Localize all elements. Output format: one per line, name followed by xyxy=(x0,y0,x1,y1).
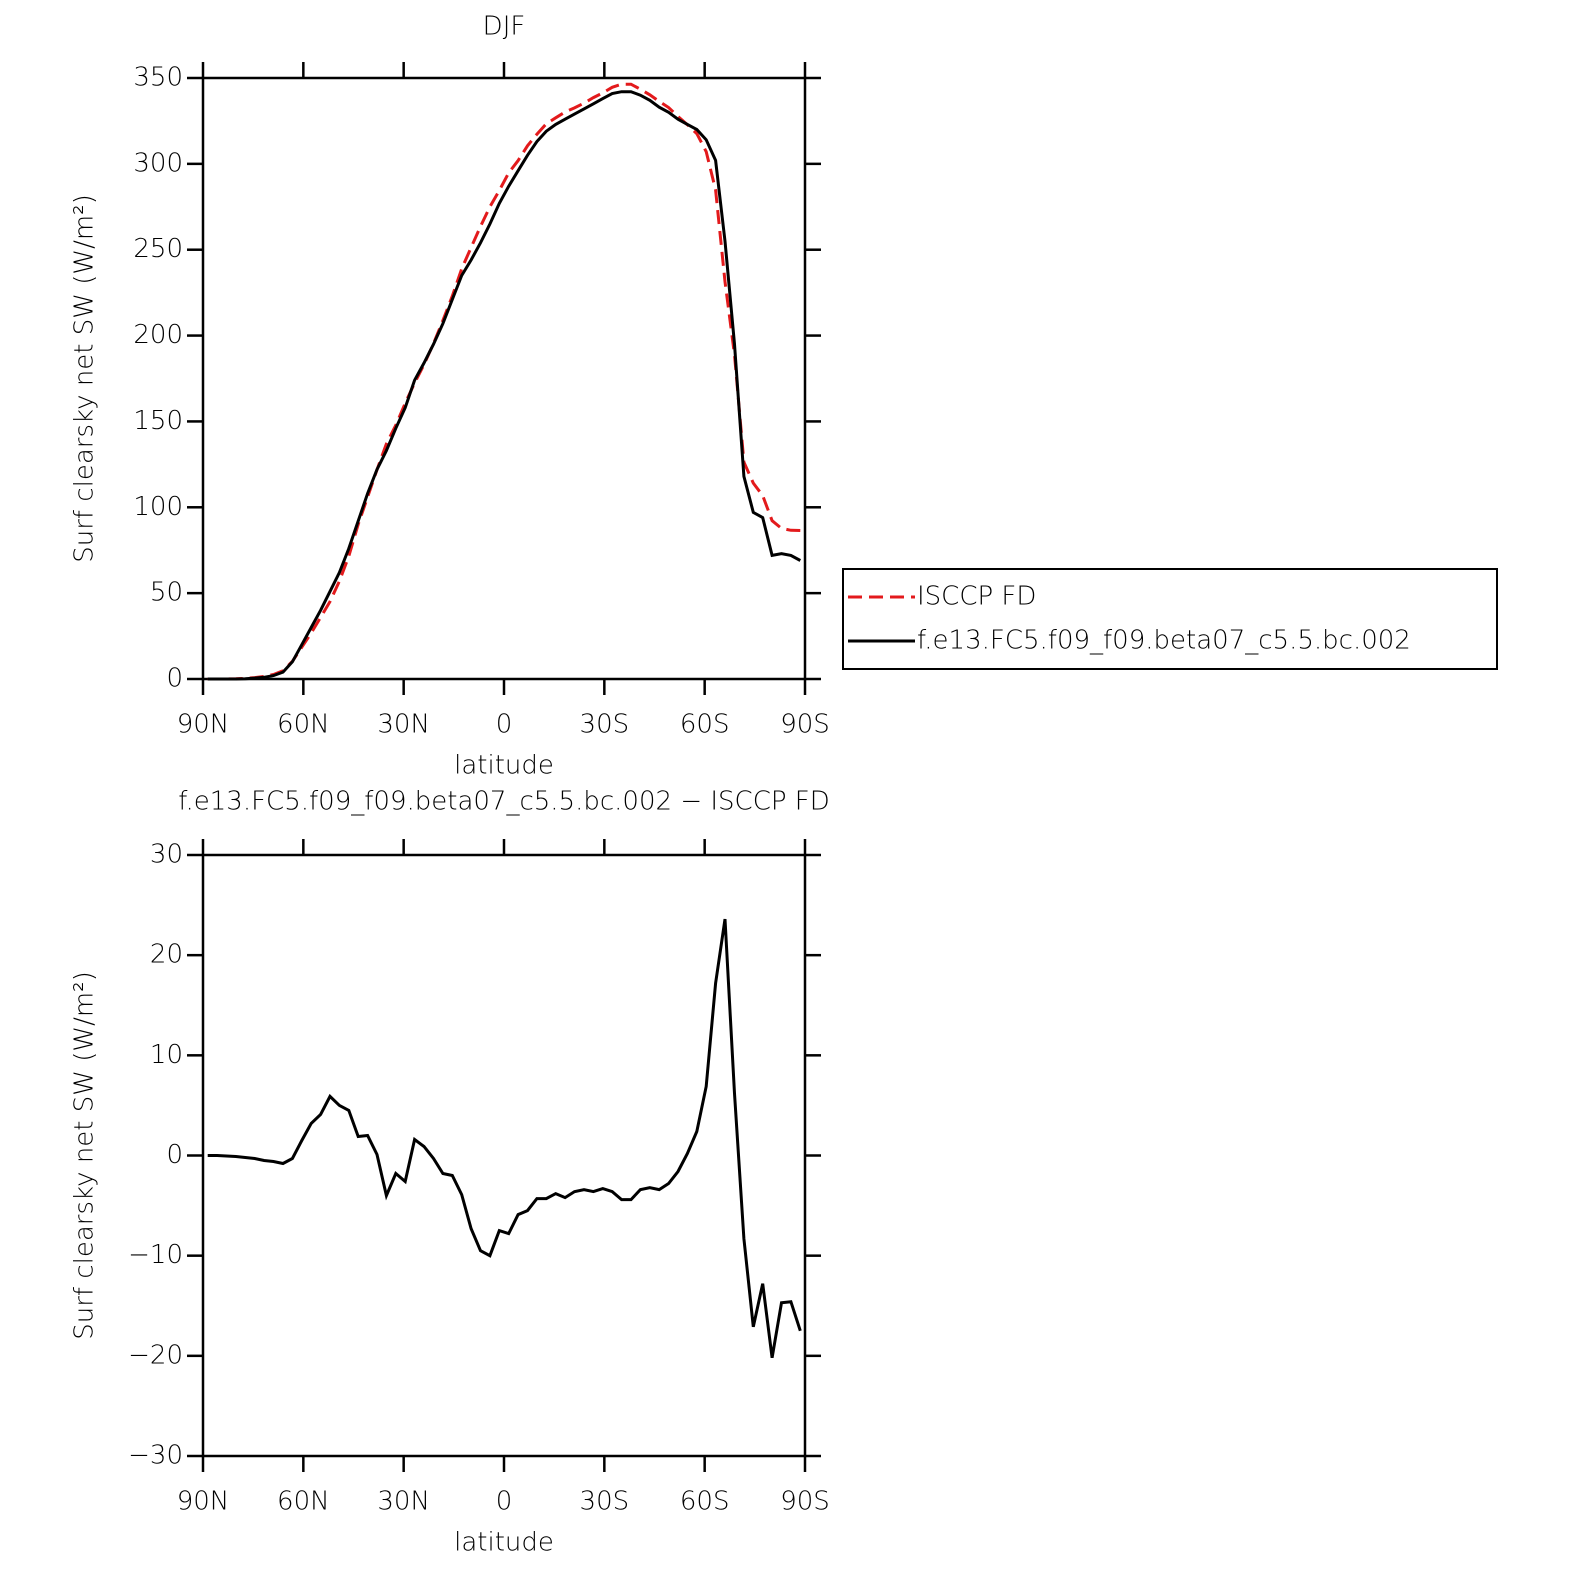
x-tick-label: 30S xyxy=(580,710,630,740)
y-tick-label: 0 xyxy=(166,1140,183,1170)
y-tick-label: −20 xyxy=(128,1340,183,1370)
x-tick-label: 30N xyxy=(377,710,430,740)
x-tick-label: 0 xyxy=(496,710,513,740)
plot-frame xyxy=(201,76,807,681)
x-axis-label: latitude xyxy=(454,1528,554,1558)
x-axis-label: latitude xyxy=(454,751,554,781)
y-tick-label: 10 xyxy=(150,1040,183,1070)
y-tick-label: 150 xyxy=(133,406,183,436)
y-tick-label: −30 xyxy=(128,1441,183,1471)
x-tick-label: 30N xyxy=(377,1487,430,1517)
y-tick-label: 100 xyxy=(133,492,183,522)
x-tick-label: 90N xyxy=(177,1487,230,1517)
y-tick-label: −10 xyxy=(128,1240,183,1270)
y-axis-label: Surf clearsky net SW (W/m²) xyxy=(70,971,100,1339)
chart-title: f.e13.FC5.f09_f09.beta07_c5.5.bc.002 − I… xyxy=(178,787,830,817)
legend-label: f.e13.FC5.f09_f09.beta07_c5.5.bc.002 xyxy=(917,626,1411,656)
data-line xyxy=(207,82,801,681)
y-tick-label: 30 xyxy=(150,840,183,870)
legend-box xyxy=(842,568,1498,670)
data-line xyxy=(207,918,802,1359)
y-tick-label: 200 xyxy=(133,320,183,350)
plot-frame xyxy=(201,853,807,1458)
data-line xyxy=(207,90,802,681)
y-tick-label: 350 xyxy=(133,63,183,93)
x-tick-label: 60N xyxy=(277,710,330,740)
x-tick-label: 0 xyxy=(496,1487,513,1517)
y-axis-label: Surf clearsky net SW (W/m²) xyxy=(70,194,100,562)
x-tick-label: 30S xyxy=(580,1487,630,1517)
y-tick-label: 300 xyxy=(133,148,183,178)
y-tick-label: 20 xyxy=(150,940,183,970)
x-tick-label: 60S xyxy=(680,1487,730,1517)
x-tick-label: 60S xyxy=(680,710,730,740)
chart-title: DJF xyxy=(483,12,526,42)
y-tick-label: 0 xyxy=(166,664,183,694)
x-tick-label: 90N xyxy=(177,710,230,740)
x-tick-label: 90S xyxy=(780,1487,830,1517)
x-tick-label: 90S xyxy=(780,710,830,740)
legend-label: ISCCP FD xyxy=(917,582,1036,612)
y-tick-label: 50 xyxy=(150,578,183,608)
x-tick-label: 60N xyxy=(277,1487,330,1517)
y-tick-label: 250 xyxy=(133,234,183,264)
